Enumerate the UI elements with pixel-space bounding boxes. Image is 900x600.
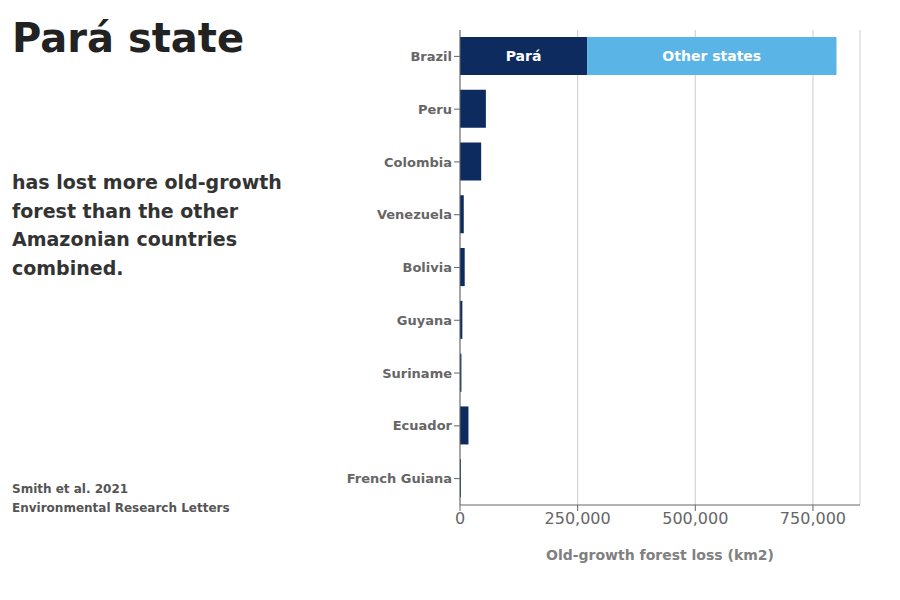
svg-text:Old-growth forest loss (km2): Old-growth forest loss (km2) [546, 547, 774, 563]
svg-text:Bolivia: Bolivia [403, 260, 452, 275]
svg-text:French Guiana: French Guiana [347, 471, 452, 486]
svg-text:Colombia: Colombia [384, 155, 452, 170]
svg-text:250,000: 250,000 [545, 509, 611, 528]
svg-text:Peru: Peru [418, 102, 452, 117]
html-text:has lost more old-growth fores: has lost more old-growth forest than the… [12, 171, 282, 279]
svg-text:Brazil: Brazil [410, 49, 452, 64]
svg-text:750,000: 750,000 [780, 509, 846, 528]
svg-text:Pará: Pará [506, 48, 542, 64]
svg-text:500,000: 500,000 [662, 509, 728, 528]
svg-text:Suriname: Suriname [382, 366, 452, 381]
html-text:Smith et al. 2021 Environmenta: Smith et al. 2021 Environmental Research… [12, 482, 230, 516]
svg-text:Venezuela: Venezuela [377, 207, 452, 222]
svg-text:0: 0 [455, 509, 465, 528]
svg-text:Other states: Other states [662, 48, 761, 64]
svg-text:Ecuador: Ecuador [393, 418, 453, 433]
html-text:Pará state: Pará state [12, 15, 245, 61]
svg-text:Guyana: Guyana [397, 313, 452, 328]
